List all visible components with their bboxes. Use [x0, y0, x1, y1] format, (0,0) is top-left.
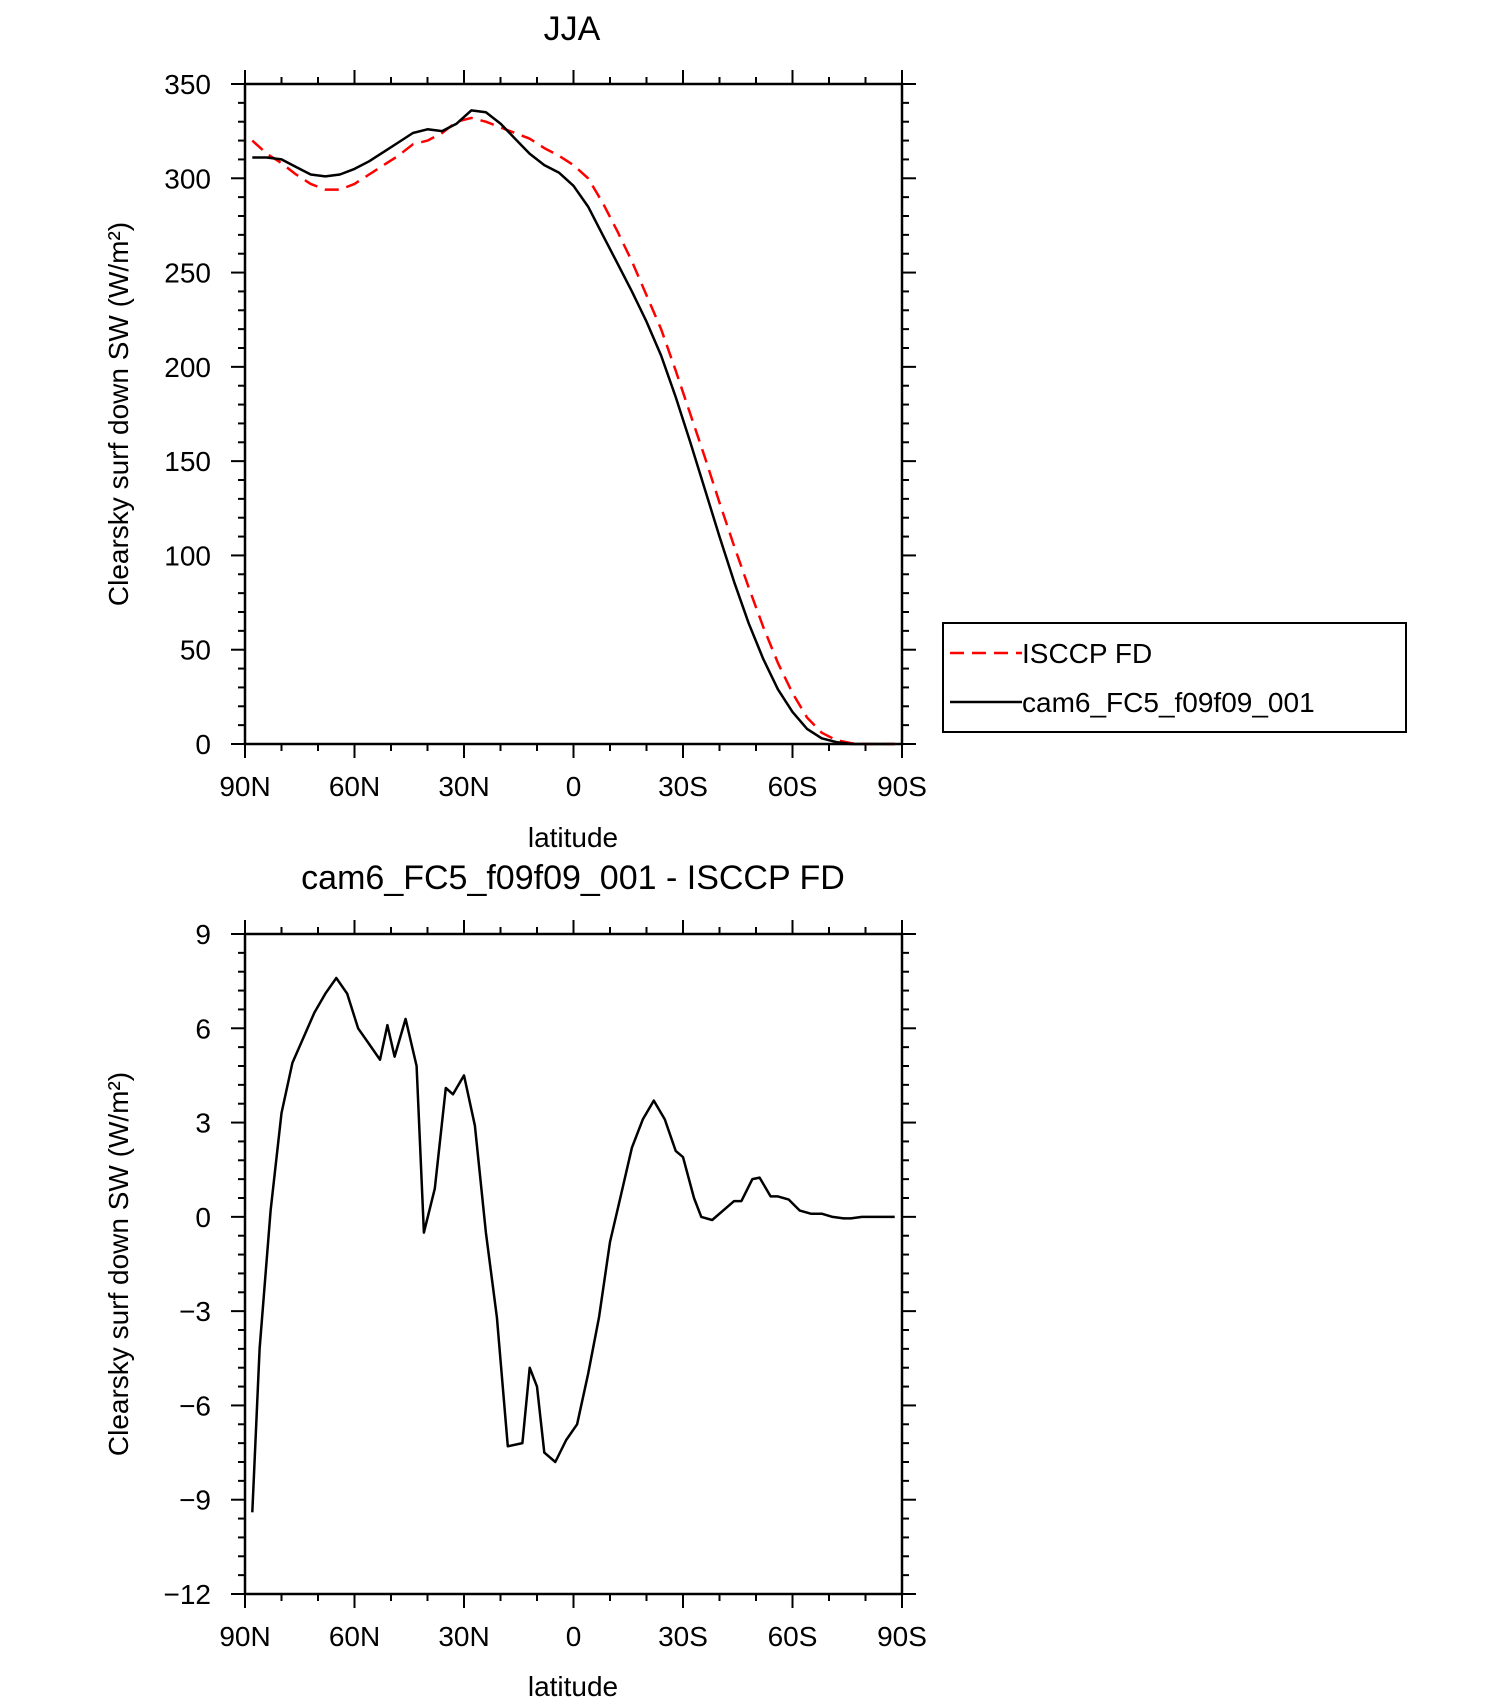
bottom-tick-marks: [231, 920, 916, 1608]
top-x-tick-labels: 90N 60N 30N 0 30S 60S 90S: [219, 771, 927, 802]
bottom-chart-title: cam6_FC5_f09f09_001 - ISCCP FD: [301, 859, 845, 897]
bottom-plot-area: [231, 920, 916, 1608]
series-line-difference: [251, 976, 895, 1513]
y-tick-label: 50: [180, 635, 211, 666]
bottom-x-axis-label: latitude: [528, 1671, 618, 1702]
y-tick-label: 3: [195, 1108, 211, 1139]
x-tick-label: 90N: [219, 1621, 270, 1652]
x-tick-label: 0: [566, 1621, 582, 1652]
bottom-y-axis-label: Clearsky surf down SW (W/m²): [103, 1072, 134, 1456]
y-tick-label: −3: [179, 1296, 211, 1327]
bottom-series-group: [251, 976, 895, 1513]
top-series-group: [251, 109, 895, 746]
y-tick-label: 0: [195, 729, 211, 760]
x-tick-label: 90S: [877, 771, 927, 802]
x-tick-label: 30N: [438, 771, 489, 802]
bottom-plot-frame: [243, 932, 904, 1596]
legend-label-isccp: ISCCP FD: [1022, 638, 1152, 669]
y-tick-label: 6: [195, 1013, 211, 1044]
y-tick-label: −12: [164, 1579, 212, 1610]
y-tick-label: −6: [179, 1390, 211, 1421]
y-tick-label: 0: [195, 1202, 211, 1233]
legend-box: [942, 622, 1407, 733]
bottom-chart-panel: cam6_FC5_f09f09_001 - ISCCP FD 90N 60N 30N…: [103, 859, 927, 1702]
top-y-tick-labels: 0 50 100 150 200 250 300 350: [164, 69, 211, 760]
top-y-axis-label: Clearsky surf down SW (W/m²): [103, 222, 134, 606]
top-x-axis-label: latitude: [528, 822, 618, 853]
top-plot-frame: [243, 82, 904, 746]
bottom-x-tick-labels: 90N 60N 30N 0 30S 60S 90S: [219, 1621, 927, 1652]
x-tick-label: 30S: [658, 1621, 708, 1652]
series-line-cam6-fc5-f09f09-001: [252, 109, 895, 746]
x-tick-label: 60N: [329, 771, 380, 802]
x-tick-label: 90N: [219, 771, 270, 802]
y-tick-label: 9: [195, 919, 211, 950]
top-plot-area: [231, 70, 916, 758]
y-tick-label: 200: [164, 352, 211, 383]
x-tick-label: 60N: [329, 1621, 380, 1652]
y-tick-label: 150: [164, 446, 211, 477]
x-tick-label: 30S: [658, 771, 708, 802]
y-tick-label: 300: [164, 163, 211, 194]
top-chart-panel: JJA 90N 60N 30N 0 30S 60S 90S 0 50 100 150 200 250 3…: [103, 10, 1407, 853]
legend: ISCCP FD cam6_FC5_f09f09_001: [942, 622, 1407, 733]
x-tick-label: 0: [566, 771, 582, 802]
y-tick-label: 350: [164, 69, 211, 100]
x-tick-label: 60S: [768, 1621, 818, 1652]
top-tick-marks: [231, 70, 916, 758]
y-tick-label: −9: [179, 1485, 211, 1516]
y-tick-label: 250: [164, 258, 211, 289]
x-tick-label: 60S: [768, 771, 818, 802]
x-tick-label: 30N: [438, 1621, 489, 1652]
legend-label-cam6: cam6_FC5_f09f09_001: [1022, 687, 1315, 718]
y-tick-label: 100: [164, 540, 211, 571]
x-tick-label: 90S: [877, 1621, 927, 1652]
top-chart-title: JJA: [544, 10, 601, 48]
series-line-isccp-fd: [251, 116, 895, 746]
bottom-y-tick-labels: −12 −9 −6 −3 0 3 6 9: [164, 919, 212, 1610]
